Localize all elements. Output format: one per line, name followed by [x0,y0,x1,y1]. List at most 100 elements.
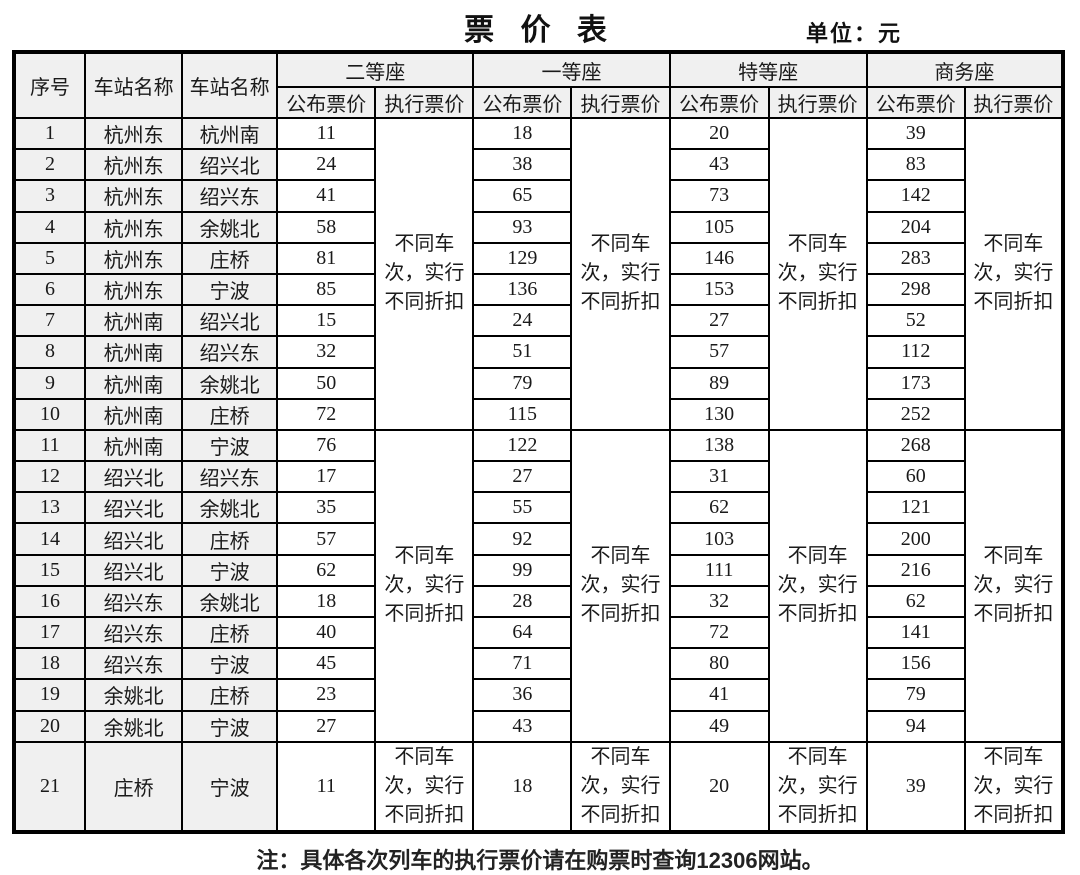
header-class-first: 一等座 [472,51,671,88]
header-executed-fare: 执行票价 [374,86,475,119]
row-seq-cell: 1 [12,116,87,151]
header-row-subcolumns: 公布票价 执行票价 公布票价 执行票价 公布票价 执行票价 公布票价 执行票价 [14,86,1065,119]
published-fare-cell: 83 [865,148,966,182]
published-fare-cell: 93 [472,210,573,244]
table-row: 17 绍兴东 庄桥 40 64 72 141 [12,615,1063,650]
published-fare-cell: 32 [668,584,770,619]
row-seq-cell: 10 [12,397,87,431]
published-fare-cell: 298 [865,272,966,307]
published-fare-cell: 27 [276,709,377,744]
published-fare-cell: 141 [865,615,966,650]
published-fare-cell: 268 [865,428,966,463]
header-published-fare: 公布票价 [276,86,377,119]
table-row: 3 杭州东 绍兴东 41 65 73 142 [12,179,1063,213]
row-seq-cell: 7 [12,304,87,338]
station-from-cell: 杭州东 [84,210,184,244]
station-to-cell: 余姚北 [181,210,279,244]
station-to-cell: 杭州南 [181,116,279,151]
published-fare-cell: 27 [472,460,573,494]
executed-fare-discount-cell: 不同车 次，实行 不同折扣 [767,428,868,744]
table-row: 9 杭州南 余姚北 50 79 89 173 [12,366,1063,400]
row-seq-cell: 15 [12,553,87,587]
station-to-cell: 庄桥 [181,241,279,275]
published-fare-cell: 156 [865,647,966,681]
published-fare-cell: 15 [276,304,377,338]
table-row: 13 绍兴北 余姚北 35 55 62 121 [12,491,1063,525]
published-fare-cell: 73 [668,179,770,213]
header-executed-fare: 执行票价 [963,86,1065,119]
fare-table: 序号 车站名称 车站名称 二等座 一等座 特等座 商务座 公布票价 执行票价 公… [12,50,1065,834]
header-executed-fare: 执行票价 [570,86,671,119]
published-fare-cell: 92 [472,522,573,556]
table-row: 7 杭州南 绍兴北 15 24 27 52 [12,304,1063,338]
row-seq-cell: 9 [12,366,87,400]
published-fare-cell: 81 [276,241,377,275]
published-fare-cell: 283 [865,241,966,275]
published-fare-cell: 62 [276,553,377,587]
published-fare-cell: 17 [276,460,377,494]
published-fare-cell: 200 [865,522,966,556]
table-row: 5 杭州东 庄桥 81 129 146 283 [12,241,1063,275]
published-fare-cell: 36 [472,678,573,712]
table-row: 14 绍兴北 庄桥 57 92 103 200 [12,522,1063,556]
row-seq-cell: 4 [12,210,87,244]
station-from-cell: 绍兴东 [84,615,184,650]
published-fare-cell: 31 [668,460,770,494]
published-fare-cell: 129 [472,241,573,275]
row-seq-cell: 6 [12,272,87,307]
published-fare-cell: 252 [865,397,966,431]
published-fare-cell: 216 [865,553,966,587]
executed-fare-discount-cell: 不同车 次，实行 不同折扣 [963,741,1065,833]
station-to-cell: 宁波 [181,553,279,587]
row-seq-cell: 8 [12,335,87,369]
executed-fare-discount-cell: 不同车 次，实行 不同折扣 [570,117,671,431]
published-fare-cell: 43 [472,709,573,744]
footnote: 注：具体各次列车的执行票价请在购票时查询12306网站。 [256,848,824,873]
table-row: 8 杭州南 绍兴东 32 51 57 112 [12,335,1063,369]
station-to-cell: 宁波 [181,647,279,681]
published-fare-cell: 49 [668,709,770,744]
station-to-cell: 庄桥 [181,522,279,556]
row-seq-cell: 11 [12,428,87,463]
header-class-second: 二等座 [276,51,475,88]
published-fare-cell: 18 [472,116,573,151]
station-from-cell: 余姚北 [84,678,184,712]
page-title: 票 价 表 [464,14,616,47]
station-from-cell: 绍兴北 [84,553,184,587]
station-to-cell: 庄桥 [181,397,279,431]
row-seq-cell: 19 [12,678,87,712]
station-from-cell: 杭州南 [84,397,184,431]
published-fare-cell: 111 [668,553,770,587]
table-row: 2 杭州东 绍兴北 24 38 43 83 [12,148,1063,182]
station-to-cell: 宁波 [181,709,279,744]
published-fare-cell: 138 [668,428,770,463]
header-published-fare: 公布票价 [668,86,770,119]
published-fare-cell: 45 [276,647,377,681]
header-station-from: 车站名称 [84,51,184,119]
executed-fare-discount-cell: 不同车 次，实行 不同折扣 [767,117,868,431]
row-seq-cell: 17 [12,615,87,650]
published-fare-cell: 79 [472,366,573,400]
station-from-cell: 绍兴北 [84,460,184,494]
table-row: 12 绍兴北 绍兴东 17 27 31 60 [12,460,1063,494]
station-from-cell: 杭州南 [84,366,184,400]
station-to-cell: 余姚北 [181,584,279,619]
station-from-cell: 杭州东 [84,116,184,151]
station-to-cell: 宁波 [181,428,279,463]
row-seq-cell: 12 [12,460,87,494]
station-to-cell: 绍兴东 [181,335,279,369]
published-fare-cell: 23 [276,678,377,712]
published-fare-cell: 24 [472,304,573,338]
published-fare-cell: 71 [472,647,573,681]
published-fare-cell: 20 [668,741,770,833]
table-row: 18 绍兴东 宁波 45 71 80 156 [12,647,1063,681]
table-row: 19 余姚北 庄桥 23 36 41 79 [12,678,1063,712]
published-fare-cell: 80 [668,647,770,681]
table-row: 6 杭州东 宁波 85 136 153 298 [12,272,1063,307]
published-fare-cell: 20 [668,116,770,151]
document-header: 票 价 表 单位：元 [0,0,1080,50]
published-fare-cell: 122 [472,428,573,463]
station-from-cell: 绍兴北 [84,522,184,556]
published-fare-cell: 40 [276,615,377,650]
published-fare-cell: 72 [276,397,377,431]
